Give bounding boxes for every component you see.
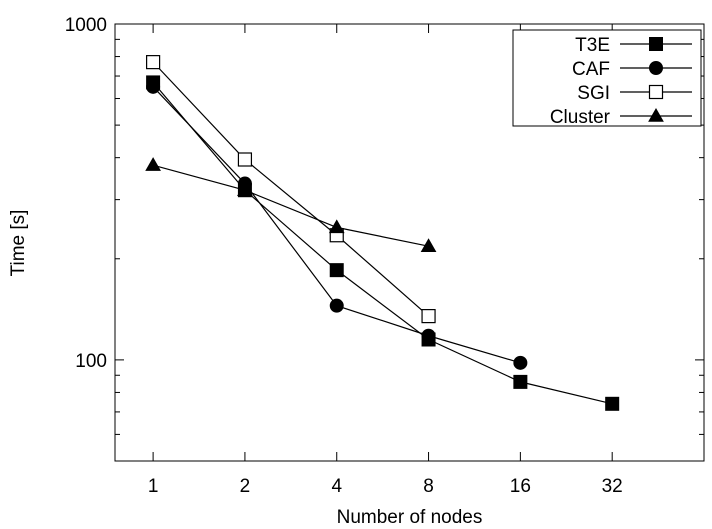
x-tick-label: 8 xyxy=(423,476,434,497)
legend: T3E CAF SGI Cluster xyxy=(512,29,702,128)
legend-marker xyxy=(649,61,663,75)
x-tick-label: 16 xyxy=(510,476,531,497)
series-layer xyxy=(145,55,620,411)
y-axis-label: Time [s] xyxy=(8,210,29,277)
legend-marker xyxy=(648,84,664,100)
data-point xyxy=(421,309,436,324)
data-point xyxy=(329,263,344,278)
legend-marker xyxy=(649,37,663,51)
legend-label: Cluster xyxy=(550,107,611,128)
data-point xyxy=(328,219,345,234)
legend-marker xyxy=(648,107,664,122)
data-point xyxy=(421,328,436,343)
data-point xyxy=(146,79,161,94)
x-tick-label: 2 xyxy=(240,476,251,497)
legend-label: T3E xyxy=(575,35,610,56)
x-axis-label: Number of nodes xyxy=(337,507,483,528)
x-tick-label: 4 xyxy=(331,476,342,497)
plot-frame xyxy=(114,23,705,462)
legend-label: CAF xyxy=(572,59,610,80)
data-point xyxy=(513,355,528,370)
data-point xyxy=(237,152,253,167)
legend-box xyxy=(512,29,702,127)
series-cluster xyxy=(145,157,437,252)
data-point xyxy=(513,374,528,389)
x-tick-label: 1 xyxy=(148,476,159,497)
data-point xyxy=(145,157,161,171)
series-line xyxy=(152,61,429,317)
data-point xyxy=(605,396,620,411)
data-point xyxy=(146,55,161,70)
data-point xyxy=(329,298,344,313)
legend-label: SGI xyxy=(577,83,610,104)
data-point xyxy=(237,182,253,196)
series-sgi xyxy=(146,55,436,324)
data-point xyxy=(420,238,437,252)
y-tick-label: 100 xyxy=(75,351,107,372)
x-tick-label: 32 xyxy=(602,476,623,497)
y-tick-label: 1000 xyxy=(65,15,107,36)
series-line xyxy=(152,164,429,247)
series-line xyxy=(152,82,613,405)
